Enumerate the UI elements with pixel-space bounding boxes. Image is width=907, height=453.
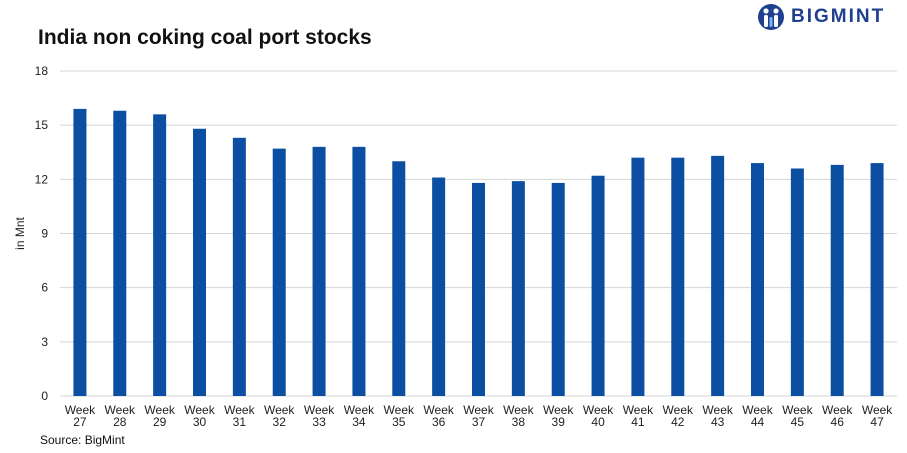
x-tick-label: Week 44: [742, 403, 773, 429]
x-tick-label: Week 46: [822, 403, 853, 429]
x-tick-label: Week 30: [184, 403, 215, 429]
chart-title: India non coking coal port stocks: [38, 26, 372, 49]
bar: [830, 164, 844, 396]
x-tick-label: Week 40: [583, 403, 614, 429]
bar: [631, 157, 645, 396]
bars: [73, 108, 884, 397]
bar: [153, 114, 167, 396]
x-tick-label: Week 32: [264, 403, 295, 429]
y-tick-label: 6: [41, 281, 48, 295]
bar: [193, 128, 206, 396]
x-tick-label: Week 41: [623, 403, 654, 429]
logo-text: BIGMINT: [791, 6, 886, 27]
bar: [272, 148, 286, 396]
y-tick-label: 15: [35, 118, 49, 132]
y-tick-label: 3: [41, 335, 48, 349]
x-axis-ticks: Week 27 Week 28 Week 29 Week 30 Week 31 Week 32 Week…: [65, 403, 894, 429]
source-note: Source: BigMint: [40, 433, 125, 447]
x-tick-label: Week 39: [543, 403, 574, 429]
x-tick-label: Week 43: [702, 403, 733, 429]
bar: [472, 182, 485, 396]
bar: [511, 181, 525, 396]
bar: [113, 110, 127, 396]
bigmint-logo-icon: [758, 4, 784, 30]
bar: [591, 175, 605, 396]
bar: [232, 137, 246, 397]
bar: [711, 155, 725, 396]
bar: [392, 161, 406, 396]
bar: [312, 146, 326, 396]
x-tick-label: Week 28: [105, 403, 136, 429]
x-tick-label: Week 35: [384, 403, 415, 429]
y-tick-label: 9: [41, 227, 48, 241]
y-axis-ticks: 0 3 6 9 12 15 18: [35, 64, 49, 403]
bar: [432, 177, 446, 396]
bar: [790, 168, 804, 396]
x-tick-label: Week 29: [144, 403, 175, 429]
bar: [751, 163, 764, 396]
x-tick-label: Week 42: [663, 403, 694, 429]
bar: [671, 157, 685, 396]
bar: [352, 146, 366, 396]
x-tick-label: Week 47: [862, 403, 893, 429]
y-tick-label: 18: [35, 64, 49, 78]
x-tick-label: Week 27: [65, 403, 96, 429]
x-tick-label: Week 33: [304, 403, 335, 429]
bar: [551, 182, 565, 396]
x-tick-label: Week 34: [344, 403, 375, 429]
x-tick-label: Week 31: [224, 403, 255, 429]
x-tick-label: Week 38: [503, 403, 534, 429]
x-tick-label: Week 45: [782, 403, 813, 429]
bigmint-logo: BIGMINT: [757, 2, 885, 32]
x-tick-label: Week 36: [423, 403, 454, 429]
x-tick-label: Week 37: [463, 403, 494, 429]
bar: [870, 163, 884, 396]
bar: [73, 108, 87, 397]
y-axis-label: in Mnt: [13, 217, 27, 250]
y-tick-label: 12: [35, 172, 49, 186]
y-tick-label: 0: [41, 389, 48, 403]
